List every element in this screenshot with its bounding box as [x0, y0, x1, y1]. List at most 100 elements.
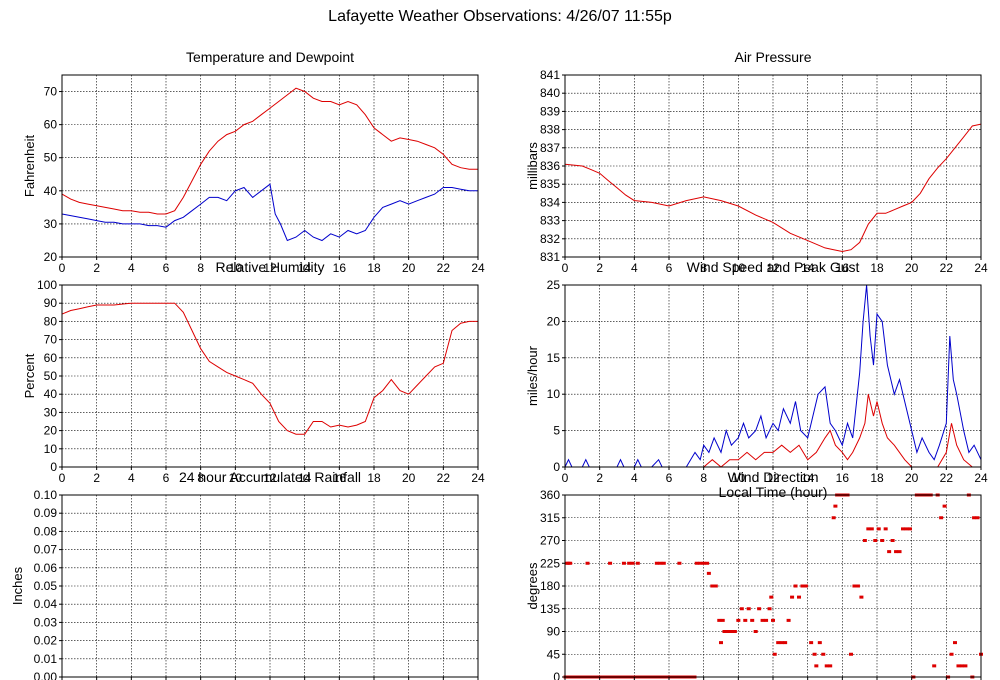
data-point — [901, 527, 905, 531]
x-tick-label: 8 — [700, 471, 707, 485]
x-tick-label: 2 — [93, 261, 100, 275]
data-point — [942, 504, 947, 508]
chart-title: Relative Humidity — [216, 259, 325, 275]
data-point — [776, 641, 781, 645]
x-tick-label: 10 — [229, 261, 243, 275]
data-point — [732, 630, 737, 633]
y-tick-label: 0 — [553, 670, 560, 680]
y-tick-label: 0.01 — [34, 652, 58, 666]
y-tick-label: 0.08 — [34, 524, 58, 538]
data-point — [720, 618, 725, 622]
data-point — [803, 584, 808, 588]
x-tick-label: 2 — [596, 261, 603, 275]
y-tick-label: 40 — [44, 184, 58, 198]
x-tick-label: 6 — [666, 261, 673, 275]
y-tick-label: 60 — [44, 351, 58, 365]
data-point — [859, 595, 864, 599]
y-axis-label: Percent — [22, 353, 37, 398]
data-point — [717, 618, 722, 622]
data-point — [635, 561, 640, 565]
x-tick-label: 14 — [801, 471, 815, 485]
x-tick-label: 24 — [974, 471, 988, 485]
data-point — [627, 561, 632, 565]
y-tick-label: 0.06 — [34, 561, 58, 575]
data-point — [949, 652, 954, 656]
x-tick-label: 10 — [732, 261, 746, 275]
x-tick-label: 4 — [128, 471, 135, 485]
y-tick-label: 45 — [547, 647, 561, 661]
x-tick-label: 20 — [905, 471, 919, 485]
x-tick-label: 22 — [437, 471, 451, 485]
y-tick-label: 831 — [540, 250, 560, 264]
data-point — [779, 641, 784, 645]
chart-title: Wind Speed and Peak Gust — [687, 259, 860, 275]
data-point — [786, 618, 791, 622]
y-tick-label: 838 — [540, 123, 560, 137]
x-tick-label: 16 — [333, 261, 347, 275]
data-point — [963, 664, 968, 668]
x-tick-label: 12 — [766, 471, 780, 485]
data-point — [757, 607, 762, 611]
x-tick-label: 22 — [940, 471, 954, 485]
y-tick-label: 0.07 — [34, 543, 58, 557]
data-point — [833, 504, 838, 508]
x-tick-label: 20 — [402, 261, 416, 275]
y-tick-label: 10 — [547, 387, 561, 401]
chart-wind-direction: Wind Direction02468101214161820222404590… — [500, 460, 1000, 680]
y-tick-label: 0.05 — [34, 579, 58, 593]
x-tick-label: 12 — [766, 261, 780, 275]
chart-title: 24 hour Accumulated Rainfall — [179, 469, 361, 485]
y-tick-label: 90 — [547, 625, 561, 639]
y-tick-label: 60 — [44, 118, 58, 132]
data-point — [739, 607, 744, 611]
data-point — [725, 630, 730, 633]
data-point — [828, 664, 833, 668]
y-tick-label: 70 — [44, 333, 58, 347]
data-point — [698, 561, 703, 565]
data-point — [817, 641, 822, 645]
data-point — [701, 561, 706, 565]
y-tick-label: 90 — [44, 296, 58, 310]
x-tick-label: 24 — [471, 471, 485, 485]
y-tick-label: 10 — [44, 442, 58, 456]
data-point — [953, 641, 957, 645]
data-point — [887, 550, 892, 554]
data-point — [746, 607, 751, 611]
data-point — [812, 652, 817, 656]
data-point — [831, 516, 836, 520]
y-tick-label: 0.02 — [34, 634, 58, 648]
y-tick-label: 315 — [540, 511, 560, 525]
y-tick-label: 80 — [44, 314, 58, 328]
data-point — [760, 618, 765, 622]
data-point — [769, 595, 774, 599]
x-tick-label: 20 — [402, 471, 416, 485]
data-point — [568, 561, 573, 565]
data-point — [800, 584, 805, 588]
y-tick-label: 30 — [44, 217, 58, 231]
y-tick-label: 135 — [540, 602, 560, 616]
data-point — [824, 664, 829, 668]
data-point — [975, 516, 980, 520]
y-tick-label: 225 — [540, 556, 560, 570]
data-point — [772, 652, 777, 656]
data-point — [630, 561, 635, 565]
data-point — [694, 561, 699, 565]
data-point — [904, 527, 909, 531]
x-tick-label: 6 — [163, 261, 170, 275]
y-tick-label: 15 — [547, 351, 561, 365]
data-point — [809, 641, 814, 645]
x-tick-label: 16 — [836, 261, 850, 275]
page-title: Lafayette Weather Observations: 4/26/07 … — [328, 8, 672, 25]
x-tick-label: 10 — [229, 471, 243, 485]
x-tick-label: 2 — [93, 471, 100, 485]
chart-accumulated-rainfall: 24 hour Accumulated Rainfall024681012141… — [0, 460, 500, 680]
y-axis-label: Fahrenheit — [22, 135, 37, 198]
x-tick-label: 24 — [471, 261, 485, 275]
data-point — [852, 584, 857, 588]
x-tick-label: 2 — [596, 471, 603, 485]
data-point — [932, 664, 937, 668]
chart-title: Temperature and Dewpoint — [186, 49, 354, 65]
data-point — [894, 550, 899, 554]
data-point — [939, 516, 944, 520]
